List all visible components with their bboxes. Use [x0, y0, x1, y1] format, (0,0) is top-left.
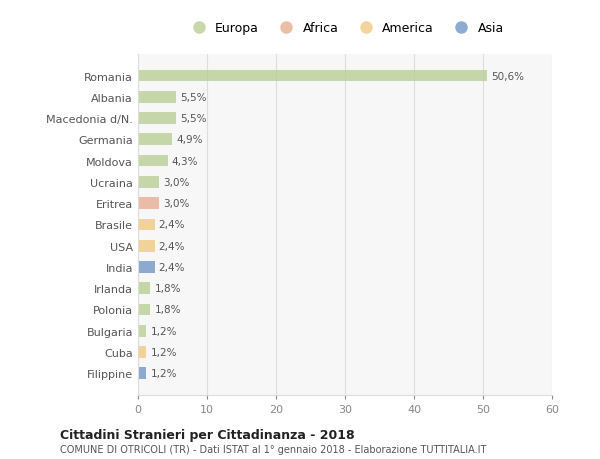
Bar: [138, 177, 158, 188]
Bar: [138, 304, 151, 316]
Text: 2,4%: 2,4%: [158, 263, 185, 272]
Bar: [138, 262, 155, 273]
Bar: [138, 283, 151, 294]
Legend: Europa, Africa, America, Asia: Europa, Africa, America, Asia: [181, 17, 509, 40]
Bar: [138, 198, 158, 209]
Text: 50,6%: 50,6%: [491, 71, 524, 81]
Text: 1,2%: 1,2%: [151, 369, 177, 379]
Bar: [138, 241, 155, 252]
Bar: [138, 325, 146, 337]
Bar: [138, 134, 172, 146]
Bar: [138, 368, 146, 379]
Bar: [138, 113, 176, 125]
Text: 1,2%: 1,2%: [151, 326, 177, 336]
Text: 4,9%: 4,9%: [176, 135, 202, 145]
Text: 3,0%: 3,0%: [163, 178, 189, 187]
Bar: [138, 92, 176, 103]
Bar: [138, 347, 146, 358]
Text: 2,4%: 2,4%: [158, 241, 185, 251]
Text: 1,8%: 1,8%: [155, 305, 181, 315]
Bar: [138, 71, 487, 82]
Text: 3,0%: 3,0%: [163, 199, 189, 209]
Bar: [138, 156, 167, 167]
Text: 5,5%: 5,5%: [180, 93, 206, 102]
Text: Cittadini Stranieri per Cittadinanza - 2018: Cittadini Stranieri per Cittadinanza - 2…: [60, 428, 355, 441]
Text: 4,3%: 4,3%: [172, 156, 199, 166]
Bar: [138, 219, 155, 231]
Text: 1,8%: 1,8%: [155, 284, 181, 294]
Text: 5,5%: 5,5%: [180, 114, 206, 124]
Text: 2,4%: 2,4%: [158, 220, 185, 230]
Text: 1,2%: 1,2%: [151, 347, 177, 357]
Text: COMUNE DI OTRICOLI (TR) - Dati ISTAT al 1° gennaio 2018 - Elaborazione TUTTITALI: COMUNE DI OTRICOLI (TR) - Dati ISTAT al …: [60, 444, 487, 454]
